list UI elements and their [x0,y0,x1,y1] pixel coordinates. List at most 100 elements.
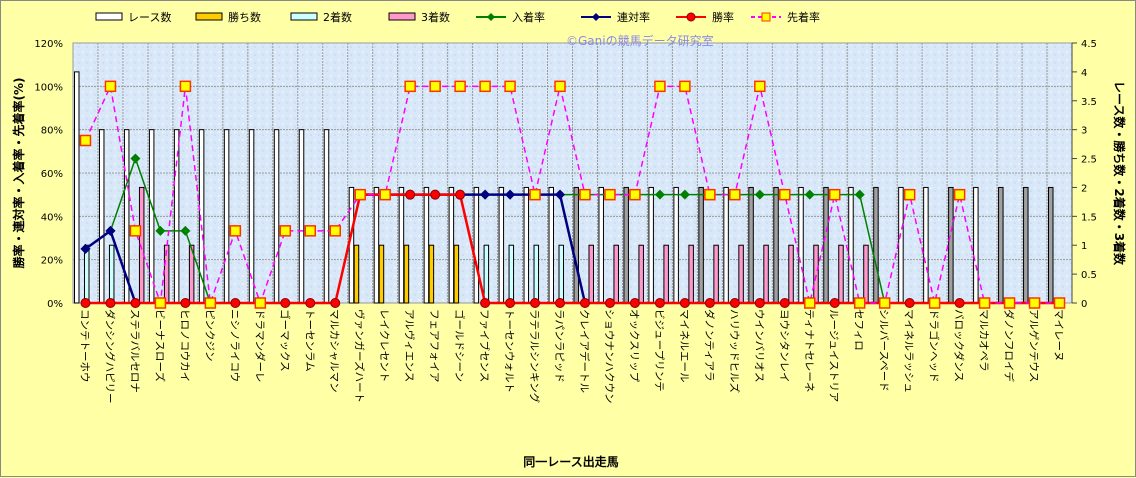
x-tick-label: オックスリップ [628,309,640,383]
x-tick-label: マルカシャルマン [328,309,340,393]
marker-in-place-rate [754,189,765,200]
marker-win-rate [480,298,491,308]
x-tick-label: アルヴィエンス [403,309,416,382]
bar-races [498,186,505,304]
marker-win-rate [455,189,466,200]
bar-races [373,186,380,304]
bar-second [508,244,515,304]
marker-beat-rate [479,80,491,93]
bars [73,71,1054,304]
marker-top2-rate [105,225,116,236]
marker-win-rate [230,298,241,308]
x-tick-label: ビーナスローズ [153,309,166,382]
marker-beat-rate [204,297,217,309]
bar-third [588,244,594,304]
bar-races [98,129,105,304]
marker-beat-rate [754,80,766,93]
marker-win-rate [729,298,740,308]
y-tick-label-right: 0.5 [1081,270,1097,281]
marker-win-rate [430,189,441,200]
marker-beat-rate [304,225,317,237]
marker-beat-rate [654,80,666,93]
marker-win-rate [679,298,690,308]
line-beat-rate [84,83,1060,306]
marker-win-rate [330,298,341,308]
marker-in-place-rate [804,189,815,200]
marker-beat-rate [429,80,441,93]
x-tick-label: ルージュイストリア [828,309,840,402]
bar-third [688,244,694,304]
y-tick-label-left: 120% [34,39,63,50]
marker-beat-rate [79,134,92,147]
marker-beat-rate [1003,297,1016,309]
marker-beat-rate [928,297,941,309]
bar-second [83,244,90,304]
marker-win-rate [130,298,141,308]
marker-beat-rate [729,188,741,201]
bar-second [558,244,565,304]
bar-races [848,186,854,304]
marker-beat-rate [554,80,566,93]
x-axis-labels: コンテトーホウ ダンシングハピリー ステラバルセロナ ビーナスローズ ヒロノコウカイ ピン… [78,309,1064,404]
bar-races [998,186,1004,304]
marker-win-rate [779,298,790,308]
x-tick-label: トーセンウォルト [503,309,515,393]
marker-win-rate [105,298,116,308]
x-tick-label: ファイブセンス [478,309,491,382]
x-tick-label: セフィロ [853,309,865,351]
bar-races [923,186,929,304]
marker-beat-rate [1028,297,1041,309]
x-tick-label: マルカオペラ [978,309,990,372]
marker-beat-rate [604,188,616,201]
watermark: ©Ganiの競馬データ研究室 [566,33,714,48]
bar-races [1048,186,1054,304]
y-tick-label-right: 0 [1081,299,1087,310]
legend: レース数 勝ち数 2着数 3着数 入着率 連対率 勝率 先着率 [95,10,820,24]
bar-third [788,244,794,304]
x-tick-label: コンテトーホウ [78,309,90,383]
y-tick-label-left: 0% [47,299,63,310]
marker-beat-rate [679,80,691,93]
x-tick-label: ヨウシタンレイ [778,309,790,383]
legend-swatch [388,12,416,21]
legend-label: レース数 [128,11,171,24]
marker-beat-rate [853,297,866,309]
x-tick-label: トーセンラム [303,309,315,372]
x-tick-label: ティナトセレーネ [803,309,815,392]
marker-in-place-rate [854,189,865,200]
x-tick-label: ヒロノコウカイ [178,309,190,382]
marker-win-rate [629,298,640,308]
x-tick-label: バロックダンス [953,309,966,382]
marker-beat-rate [379,188,391,201]
bar-races [548,186,555,304]
bar-races [723,186,729,304]
bar-third [613,244,619,304]
y-axis-left-title: 勝率・連対率・入着率・先着率(%) [11,78,26,269]
marker-beat-rate [154,297,167,309]
y-axis-right-title: レース数・勝ち数・2着数・3着数 [1112,81,1127,266]
bar-races [748,186,754,304]
legend-marker [686,12,696,22]
x-tick-label: ショウナンハクウン [603,309,615,404]
y-tick-label-left: 100% [34,82,63,93]
bar-races [448,186,455,304]
bar-wins [378,244,385,304]
x-tick-label: ハリウッドヒルズ [728,309,741,393]
marker-win-rate [604,298,615,308]
marker-beat-rate [504,80,516,93]
y-tick-label-right: 3.5 [1081,97,1097,108]
y-axis-right: 0 0.5 1 1.5 2 2.5 3 3.5 4 4.5 [1071,39,1097,310]
marker-win-rate [280,298,291,308]
marker-in-place-rate [679,189,690,200]
marker-beat-rate [129,225,142,237]
marker-in-place-rate [180,225,191,236]
x-tick-label: フェアフォイア [428,309,440,383]
gridlines [73,42,1072,304]
marker-top2-rate [555,189,566,200]
bar-third [863,244,869,304]
x-axis-title: 同一レース出走馬 [523,454,618,469]
x-tick-label: ドラマンダーレ [253,309,266,383]
bar-wins [428,244,435,304]
marker-in-place-rate [130,153,141,164]
